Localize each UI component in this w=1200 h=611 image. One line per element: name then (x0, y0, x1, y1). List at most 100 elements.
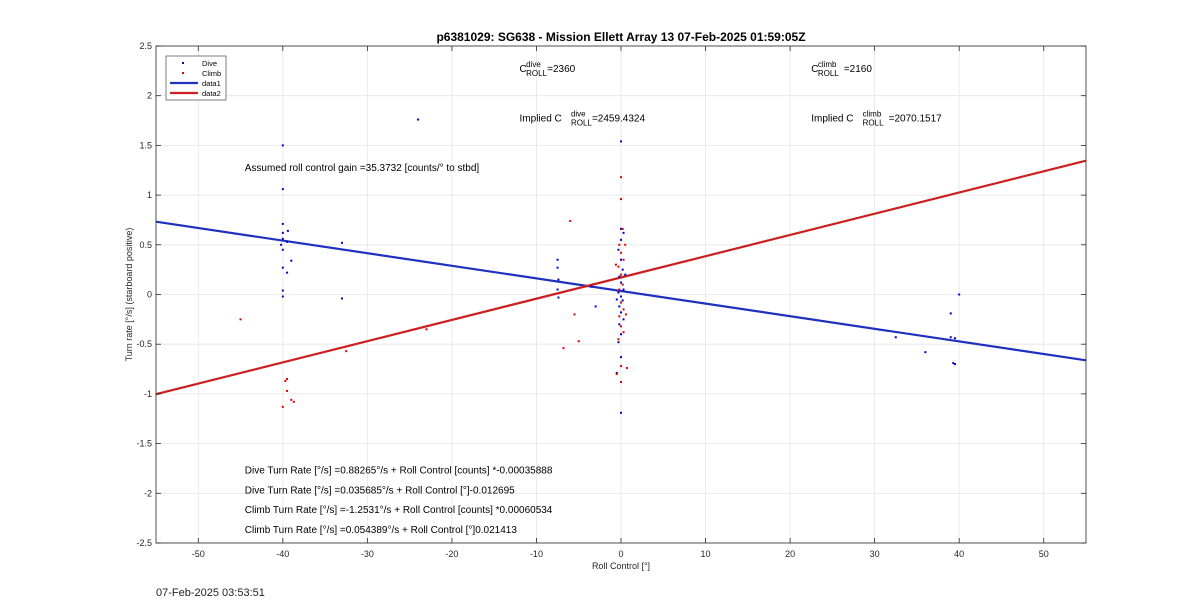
y-tick-label: -2.5 (136, 538, 152, 548)
dive-point (949, 336, 952, 339)
dive-point (290, 259, 293, 262)
climb-point (620, 365, 622, 368)
dive-point (621, 268, 624, 271)
y-axis-label: Turn rate [°/s] (starboard positive) (124, 228, 134, 362)
dive-point (618, 323, 621, 326)
climb-point (345, 350, 348, 353)
dive-point (620, 281, 622, 284)
fit-lines (155, 159, 1087, 396)
dive-point (341, 241, 343, 244)
y-tick-label: -1.5 (136, 439, 152, 449)
implied-c-dive-base: Implied C (520, 114, 562, 125)
climb-point (286, 389, 289, 392)
dive-point (624, 273, 627, 276)
dive-point (557, 296, 560, 299)
implied-c-climb-base: Implied C (811, 114, 853, 125)
dive-point (281, 237, 284, 240)
dive-point (281, 289, 284, 292)
x-tick-label: 30 (870, 549, 880, 559)
climb-point (620, 251, 622, 254)
c-climb-superscript: climb (818, 60, 837, 69)
dive-point (417, 118, 420, 121)
c-climb-subscript: ROLL (818, 69, 839, 78)
climb-point (624, 243, 627, 246)
legend-dive-marker (182, 62, 184, 64)
roll-gain-annotation: Assumed roll control gain =35.3732 [coun… (245, 163, 480, 174)
dive-point (281, 266, 284, 269)
fit-equation: Climb Turn Rate [°/s] =-1.2531°/s + Roll… (245, 505, 553, 516)
dive-point (281, 295, 284, 298)
climb-point (625, 367, 628, 370)
climb-point (615, 373, 618, 376)
x-tick-label: -10 (530, 549, 543, 559)
climb-point (618, 243, 621, 246)
climb-point (621, 227, 624, 230)
climb-point (621, 283, 624, 286)
dive-point (617, 341, 620, 344)
fit-equation: Dive Turn Rate [°/s] =0.035685°/s + Roll… (245, 485, 515, 496)
dive-point (286, 271, 289, 274)
climb-point (620, 198, 622, 201)
x-tick-label: -30 (361, 549, 374, 559)
climb-point (620, 273, 622, 276)
dive-point (341, 297, 343, 300)
implied-c-dive-value: =2459.4324 (592, 114, 646, 125)
c-dive-superscript: dive (526, 60, 541, 69)
implied-c-dive-subscript: ROLL (571, 119, 592, 128)
c-dive-value: =2360 (547, 64, 576, 75)
y-tick-label: 1 (147, 190, 152, 200)
dive-point (949, 312, 952, 315)
legend-dive-label: Dive (202, 59, 217, 68)
climb-point (625, 313, 628, 316)
y-tick-label: -0.5 (136, 339, 152, 349)
data1-fit-line (155, 220, 1087, 362)
dive-point (615, 298, 618, 301)
fit-equation: Climb Turn Rate [°/s] =0.054389°/s + Rol… (245, 525, 518, 536)
dive-point (924, 351, 927, 354)
print-timestamp: 07-Feb-2025 03:53:51 (156, 587, 265, 599)
climb-point (281, 405, 284, 408)
dive-point (556, 258, 559, 261)
dive-point (281, 248, 284, 251)
x-tick-label: 10 (701, 549, 711, 559)
climb-point (292, 400, 295, 403)
climb-point (425, 328, 428, 331)
legend-data1-label: data1 (202, 79, 221, 88)
climb-point (622, 331, 625, 334)
dive-point (620, 227, 622, 230)
dive-point (281, 222, 284, 225)
c-climb-value: =2160 (844, 64, 873, 75)
dive-point (286, 229, 289, 232)
dive-point (590, 285, 593, 288)
dive-point (620, 295, 622, 298)
dive-point (557, 278, 560, 281)
c-dive-base: C (520, 64, 527, 75)
legend-climb-marker (182, 72, 184, 74)
c-dive-subscript: ROLL (526, 69, 547, 78)
dive-point (620, 258, 622, 261)
climb-point (620, 380, 622, 383)
dive-point (894, 336, 897, 339)
dive-point (556, 266, 559, 269)
data2-fit-line (155, 159, 1087, 396)
implied-c-climb-annotation: Implied C (811, 114, 853, 125)
climb-point (239, 318, 242, 321)
climb-point (620, 301, 622, 304)
climb-point (562, 347, 565, 350)
implied-c-dive-annotation: Implied C (520, 114, 562, 125)
implied-c-climb-value: =2070.1517 (889, 114, 943, 125)
dive-point (620, 356, 622, 359)
dive-point (556, 288, 559, 291)
climb-point (622, 258, 625, 261)
dive-point (620, 140, 622, 143)
x-tick-label: 40 (954, 549, 964, 559)
dive-point (958, 293, 961, 296)
y-tick-label: 0 (147, 290, 152, 300)
dive-point (621, 299, 624, 302)
dive-point (280, 243, 283, 246)
implied-c-dive-superscript: dive (571, 110, 586, 119)
climb-point (617, 265, 620, 268)
dive-point (620, 238, 622, 241)
climb-point (620, 325, 622, 328)
